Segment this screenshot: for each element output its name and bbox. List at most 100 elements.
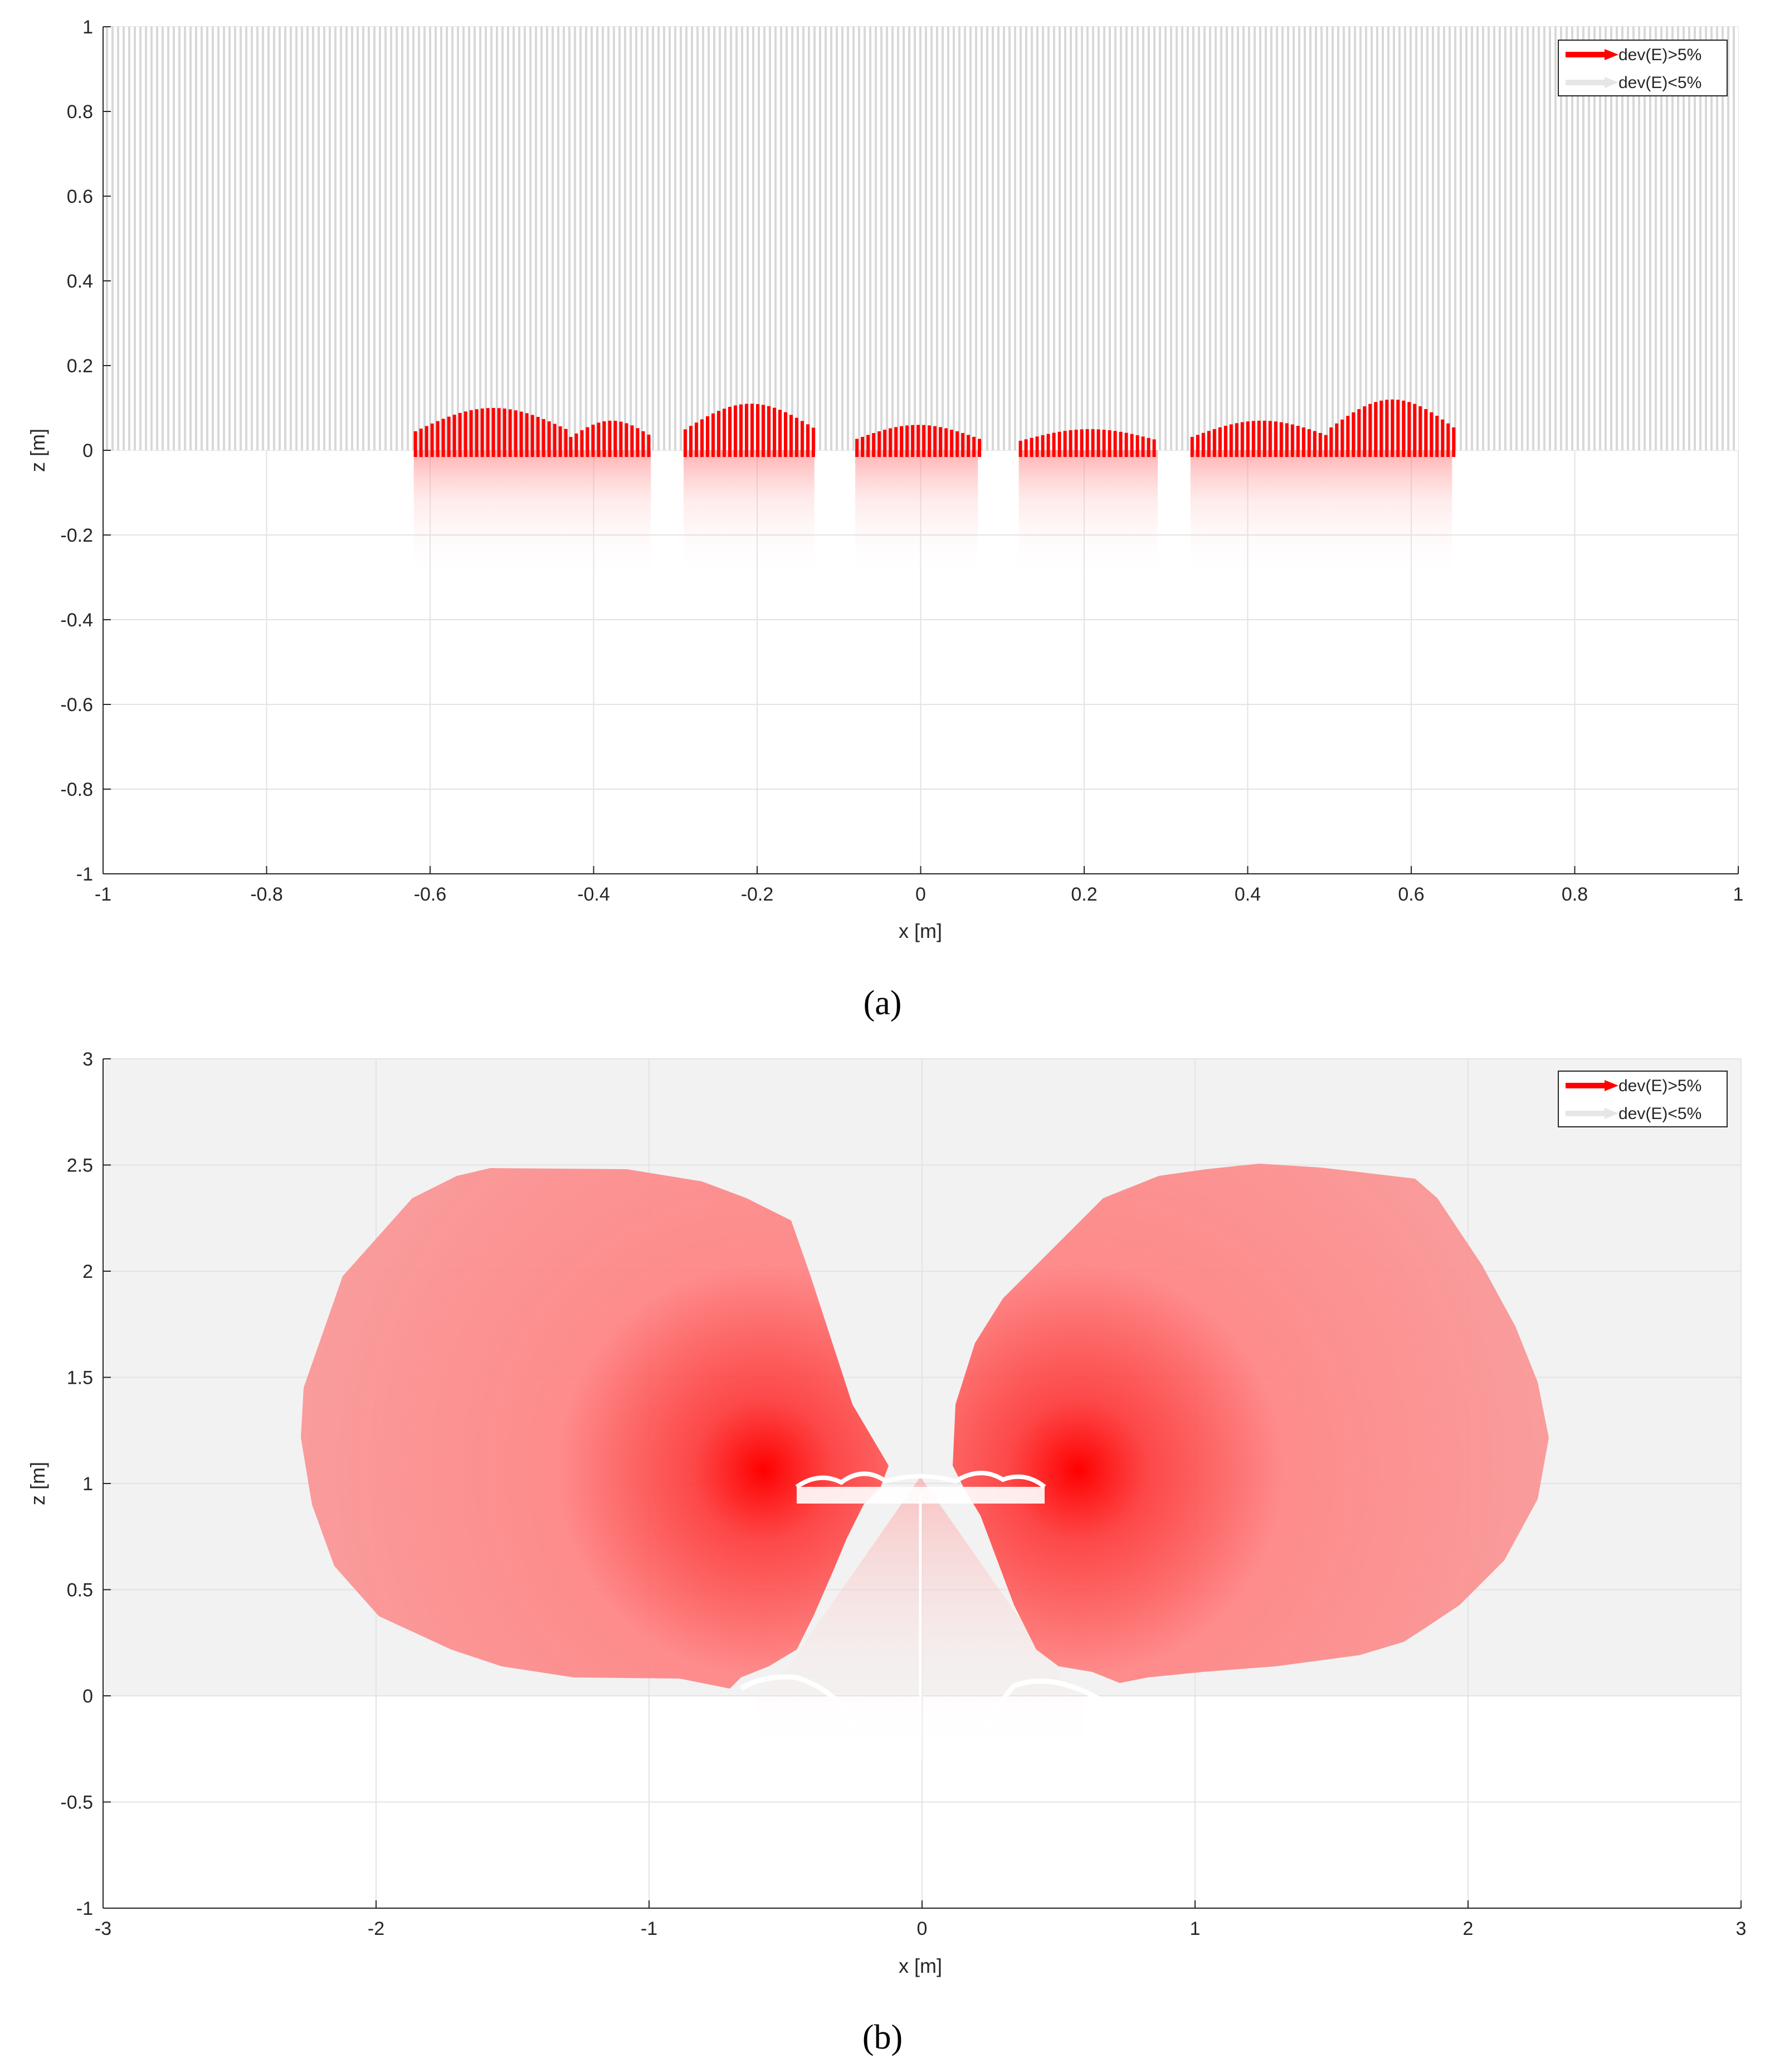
vector-mark [425, 426, 428, 457]
legend-box-a [1558, 40, 1728, 96]
x-tick-label-b: -3 [95, 1918, 111, 1939]
vector-mark [558, 426, 562, 457]
panel-a: -1 -0.8 -0.6 -0.4 -0.2 0 0.2 0.4 0.6 0.8 1 -1 -0.8 -0… [26, 17, 1743, 1022]
vector-mark [711, 413, 715, 457]
x-tick-label-a: 0.4 [1235, 884, 1261, 905]
vector-mark [1313, 431, 1317, 457]
x-tick-label-b: 0 [917, 1918, 928, 1939]
vector-mark [750, 403, 754, 457]
vector-mark [1080, 429, 1084, 457]
vector-mark [916, 425, 920, 457]
vector-mark [905, 425, 909, 457]
vector-mark [1207, 431, 1211, 457]
vector-mark [1296, 426, 1300, 457]
vector-mark [950, 430, 954, 457]
y-tick-label-a: -1 [76, 864, 93, 885]
vector-mark [591, 424, 595, 457]
vector-mark [739, 404, 743, 457]
vector-mark [452, 415, 456, 457]
vector-mark [542, 419, 545, 457]
x-tick-label-a: 0 [915, 884, 926, 905]
y-tick-label-a: -0.2 [60, 525, 93, 546]
vector-mark [1235, 423, 1239, 457]
vector-mark [1046, 434, 1050, 457]
vector-mark [1257, 420, 1261, 457]
vector-mark [430, 423, 434, 457]
vector-mark [536, 417, 540, 457]
vector-mark [978, 439, 982, 457]
vector-mark [1435, 416, 1439, 457]
vector-mark [1268, 421, 1272, 457]
vector-mark [486, 408, 490, 457]
vector-mark [1352, 412, 1356, 457]
vector-mark [694, 422, 698, 457]
vector-mark [911, 425, 915, 457]
vector-mark [525, 413, 529, 457]
vector-mark [636, 428, 640, 457]
y-tick-label-b: 0 [82, 1686, 93, 1707]
vector-mark [1424, 409, 1428, 457]
lower-arc-left [739, 1674, 861, 1740]
vector-mark [1096, 429, 1100, 457]
vector-mark [1229, 424, 1233, 457]
vector-mark [447, 416, 451, 457]
vector-mark [641, 431, 645, 457]
source-strip-b [739, 1471, 1102, 1759]
vector-mark [419, 429, 423, 457]
source-outline [795, 1471, 1046, 1489]
vector-mark [789, 415, 793, 457]
vector-mark [755, 404, 759, 457]
vector-mark [514, 410, 518, 457]
vector-mark [961, 433, 965, 457]
x-tick-label-b: -1 [641, 1918, 657, 1939]
vector-mark [806, 424, 810, 457]
legend-box-b [1558, 1071, 1728, 1127]
vector-mark [586, 427, 589, 457]
vector-mark [1329, 427, 1333, 457]
vector-mark [519, 411, 523, 457]
vector-mark [1374, 402, 1378, 457]
y-tick-label-a: -0.4 [60, 610, 93, 631]
vector-mark [972, 436, 976, 457]
vector-mark [1130, 434, 1134, 457]
panel-label-b: (b) [862, 2019, 903, 2056]
vector-mark [1030, 437, 1033, 457]
vector-mark [1085, 429, 1089, 457]
vector-mark [900, 426, 904, 457]
vector-mark [933, 426, 937, 457]
vector-mark [889, 428, 893, 457]
vector-mark [1035, 436, 1039, 457]
vector-mark [1246, 421, 1250, 457]
vector-mark [1147, 437, 1150, 457]
vector-mark [1024, 439, 1028, 457]
vector-mark [458, 413, 462, 457]
vector-mark [800, 421, 804, 457]
x-tick-label-a: -0.6 [414, 884, 447, 905]
vector-mark [1108, 430, 1111, 457]
legend-b: dev(E)>5% dev(E)<5% [1558, 1071, 1728, 1127]
vector-mark [1279, 422, 1283, 457]
x-axis-label-b: x [m] [899, 1954, 942, 1977]
vector-mark [1396, 400, 1400, 457]
vector-mark [1251, 421, 1255, 457]
x-tick-label-a: 0.2 [1071, 884, 1097, 905]
tail-cluster [1018, 450, 1158, 577]
low-dev-region-a [103, 27, 1738, 450]
vector-mark [1385, 400, 1389, 457]
tail-cluster [1190, 450, 1330, 577]
x-tick-label-a: -0.4 [577, 884, 610, 905]
vector-mark [1069, 430, 1072, 457]
vector-mark [967, 435, 971, 457]
legend-arrowhead-gray-a [1605, 77, 1618, 88]
y-tick-label-a: -0.8 [60, 779, 93, 800]
vector-mark [608, 420, 612, 457]
vector-mark [480, 408, 484, 457]
legend-arrowhead-red-a [1605, 49, 1618, 60]
vector-mark [683, 429, 687, 457]
y-tick-label-a: 0.8 [67, 101, 93, 123]
vector-mark [469, 410, 473, 457]
legend-arrowhead-gray-b [1605, 1108, 1618, 1119]
vector-mark [436, 421, 440, 457]
vector-mark [464, 411, 467, 457]
